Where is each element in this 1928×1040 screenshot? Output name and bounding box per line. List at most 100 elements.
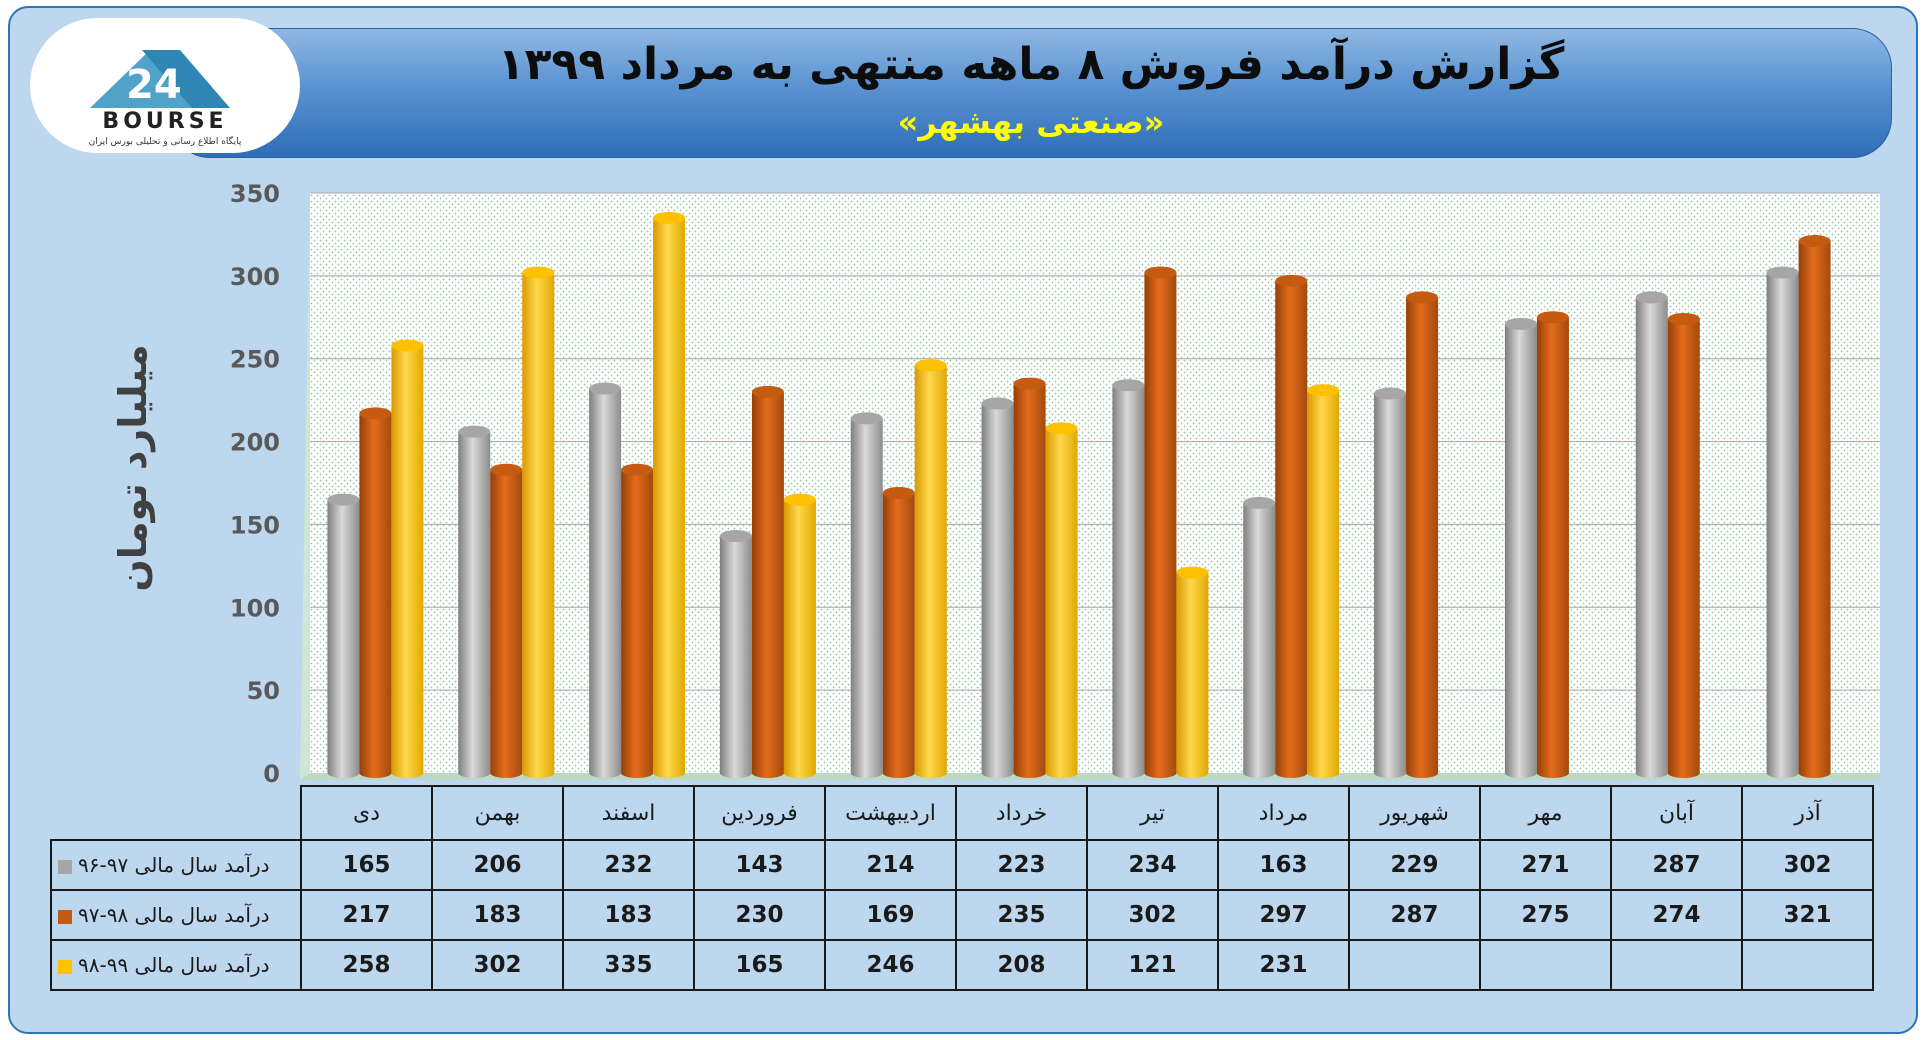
legend-swatch-icon (58, 909, 72, 924)
y-tick-label: 100 (230, 594, 280, 622)
bar (522, 266, 555, 778)
table-cell: 275 (1479, 889, 1612, 941)
category-label: مهر (1479, 785, 1612, 841)
bar (391, 339, 424, 778)
logo-tagline-text: پایگاه اطلاع رسانی و تحلیلی بورس ایران (89, 135, 242, 147)
logo-number: 24 (126, 62, 182, 108)
table-row: درآمد سال مالی ۹۷-۹۶ 165 206 232 143 214 223 23… (50, 839, 1874, 891)
bar-chart: 0 50 100 150 200 250 300 350 (230, 180, 1880, 788)
table-row: درآمد سال مالی ۹۸-۹۷ 217 183 183 230 169 235 30… (50, 889, 1874, 941)
bar (1045, 422, 1078, 778)
table-cell: 229 (1348, 839, 1481, 891)
y-tick-label: 150 (230, 511, 280, 539)
table-cell: 302 (1086, 889, 1219, 941)
bar (783, 493, 816, 778)
table-cell: 235 (955, 889, 1088, 941)
category-label: شهریور (1348, 785, 1481, 841)
table-cell: 183 (431, 889, 564, 941)
bar (1766, 266, 1799, 778)
y-tick-label: 200 (230, 429, 280, 457)
table-cell: 335 (562, 939, 695, 991)
bar (1667, 312, 1700, 778)
category-label: فروردین (693, 785, 826, 841)
bar (1013, 377, 1046, 778)
plot-floor (300, 773, 1880, 780)
category-label: خرداد (955, 785, 1088, 841)
bar (458, 425, 491, 778)
table-cell: 297 (1217, 889, 1350, 941)
table-cell: 121 (1086, 939, 1219, 991)
table-cell: 274 (1610, 889, 1743, 941)
chart-title: گزارش درآمد فروش ۸ ماهه منتهی به مرداد ۱… (497, 39, 1565, 90)
bar (1275, 274, 1308, 778)
bar (653, 211, 686, 778)
table-cell (1741, 939, 1874, 991)
bar (359, 407, 392, 778)
bar (914, 359, 947, 778)
bar (850, 412, 883, 778)
bar (1406, 291, 1439, 778)
table-cell: 165 (693, 939, 826, 991)
bar (490, 463, 523, 778)
table-cell: 234 (1086, 839, 1219, 891)
category-label: اردیبهشت (824, 785, 957, 841)
plot-area (310, 193, 1880, 773)
table-cell: 183 (562, 889, 695, 941)
bar (589, 382, 622, 778)
table-cell: 208 (955, 939, 1088, 991)
legend-swatch-icon (58, 859, 72, 874)
legend-swatch-icon (58, 959, 72, 974)
category-label: دی (300, 785, 433, 841)
bar (1504, 317, 1537, 778)
legend-label: درآمد سال مالی ۹۹-۹۸ (78, 953, 270, 977)
bar (882, 486, 915, 778)
table-cell: 271 (1479, 839, 1612, 891)
title-banner: گزارش درآمد فروش ۸ ماهه منتهی به مرداد ۱… (170, 28, 1892, 158)
category-label: اسفند (562, 785, 695, 841)
table-cell: 258 (300, 939, 433, 991)
bar (719, 530, 752, 778)
category-label: بهمن (431, 785, 564, 841)
bar (1374, 387, 1407, 778)
bar (981, 397, 1014, 778)
table-cell: 230 (693, 889, 826, 941)
category-label: آذر (1741, 785, 1874, 841)
y-tick-label: 50 (247, 677, 280, 705)
table-cell: 206 (431, 839, 564, 891)
table-cell: 287 (1348, 889, 1481, 941)
y-tick-label: 250 (230, 346, 280, 374)
table-cell: 143 (693, 839, 826, 891)
bar (1144, 266, 1177, 778)
bar (1243, 496, 1276, 778)
bar (751, 385, 784, 778)
bar (1798, 235, 1831, 778)
bar (621, 463, 654, 778)
table-cell (1348, 939, 1481, 991)
bar (1176, 566, 1209, 778)
table-cell (1610, 939, 1743, 991)
bar (1112, 379, 1145, 778)
bar (1307, 384, 1340, 778)
table-cell: 214 (824, 839, 957, 891)
category-label: مرداد (1217, 785, 1350, 841)
table-corner (51, 786, 301, 840)
bourse-logo: 24 BOURSE پایگاه اطلاع رسانی و تحلیلی بو… (30, 18, 300, 153)
legend-entry: درآمد سال مالی ۹۸-۹۷ (50, 889, 302, 941)
logo-brand-text: BOURSE (102, 109, 227, 134)
logo-pyramid-side-icon (142, 50, 230, 108)
table-cell: 287 (1610, 839, 1743, 891)
table-cell: 217 (300, 889, 433, 941)
table-cell: 223 (955, 839, 1088, 891)
data-table: دی بهمن اسفند فروردین اردیبهشت خرداد تیر مرداد ش… (50, 785, 1874, 991)
chart-subtitle: «صنعتی بهشهر» (897, 103, 1165, 141)
table-cell: 302 (431, 939, 564, 991)
table-row: درآمد سال مالی ۹۹-۹۸ 258 302 335 165 246 208 12… (50, 939, 1874, 991)
legend-entry: درآمد سال مالی ۹۷-۹۶ (50, 839, 302, 891)
table-cell: 169 (824, 889, 957, 941)
bar (1536, 311, 1569, 778)
table-cell: 165 (300, 839, 433, 891)
table-cell: 231 (1217, 939, 1350, 991)
table-cell: 232 (562, 839, 695, 891)
bar (327, 493, 360, 778)
y-tick-label: 300 (230, 263, 280, 291)
